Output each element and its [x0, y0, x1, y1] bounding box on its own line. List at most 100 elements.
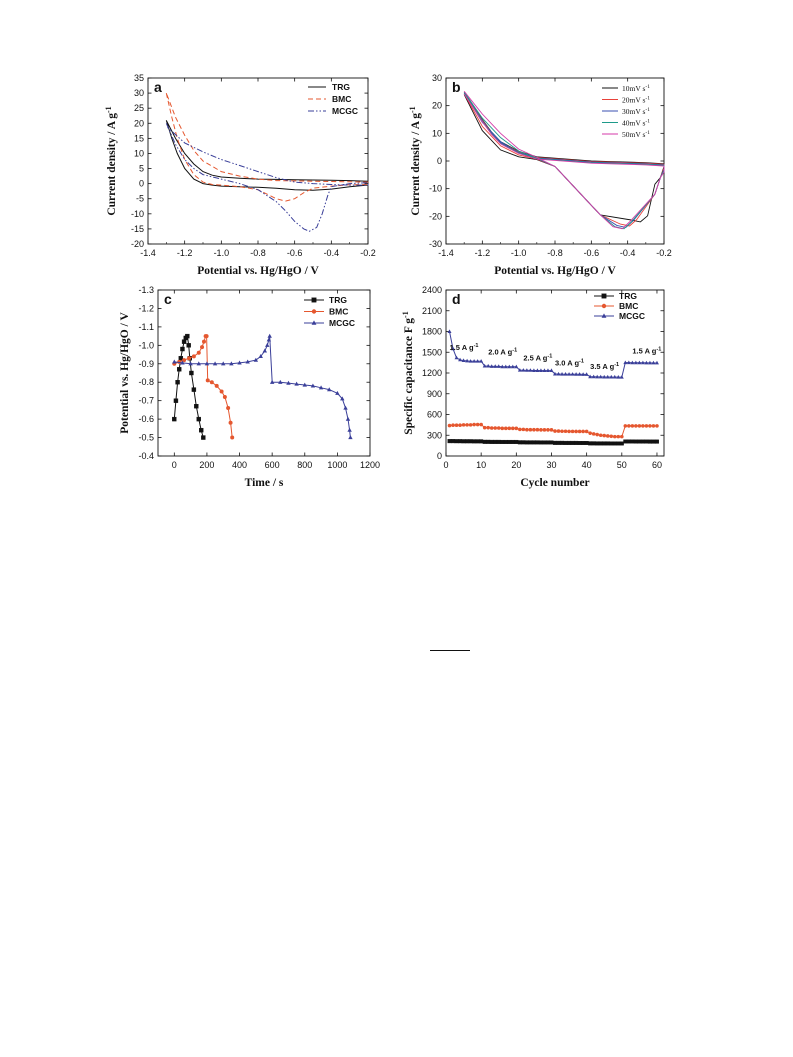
data-point-mcgc — [545, 368, 550, 373]
y-tick-label: -0.6 — [138, 414, 154, 424]
data-point-bmc — [447, 423, 452, 428]
data-point-mcgc — [451, 346, 456, 351]
data-point-trg — [173, 398, 179, 403]
rate-annotation: 1.5 A g-1 — [632, 347, 661, 356]
data-point-trg — [493, 439, 498, 444]
data-point-trg — [524, 440, 529, 445]
data-point-bmc — [602, 433, 607, 438]
x-tick-label: -0.4 — [324, 248, 340, 258]
data-point-trg — [175, 380, 180, 385]
data-point-bmc — [644, 424, 649, 428]
data-point-trg — [176, 367, 182, 372]
rate-annotation: 3.0 A g-1 — [555, 358, 584, 367]
y-tick-label: -0.5 — [138, 433, 154, 443]
x-tick-label: 400 — [232, 460, 247, 470]
data-point-trg — [560, 440, 565, 445]
x-tick-label: 20 — [511, 460, 521, 470]
data-point-bmc — [532, 427, 536, 432]
legend-entry-trg: TRG — [332, 82, 350, 92]
data-point-trg — [458, 439, 463, 444]
y-tick-label: -5 — [136, 194, 144, 204]
data-point-bmc — [598, 433, 603, 438]
data-point-bmc — [201, 339, 206, 344]
data-point-trg — [598, 441, 603, 446]
data-point-bmc — [627, 424, 631, 428]
data-point-bmc — [641, 424, 645, 428]
data-point-trg — [181, 339, 187, 344]
data-point-trg — [574, 440, 579, 445]
data-point-mcgc — [343, 405, 348, 410]
data-point-mcgc — [500, 364, 505, 369]
x-tick-label: -0.8 — [250, 248, 266, 258]
data-point-trg — [630, 439, 635, 444]
data-point-trg — [514, 439, 519, 444]
data-point-mcgc — [538, 368, 543, 373]
data-point-bmc — [588, 431, 592, 435]
data-point-mcgc — [591, 374, 596, 379]
y-axis-label: Current density / A g-1 — [104, 106, 119, 215]
x-tick-label: -1.2 — [177, 248, 193, 258]
series-line-50mv — [463, 91, 665, 230]
data-point-bmc — [228, 420, 233, 425]
data-point-mcgc — [612, 374, 617, 379]
data-point-mcgc — [269, 379, 275, 384]
data-point-trg — [581, 440, 586, 445]
series-line-bmc — [174, 335, 233, 438]
data-point-mcgc — [302, 382, 307, 387]
x-tick-label: -0.8 — [547, 248, 563, 258]
data-point-trg — [633, 439, 638, 444]
data-point-trg — [545, 440, 550, 445]
data-point-trg — [468, 439, 473, 444]
data-point-trg — [595, 441, 600, 446]
data-point-trg — [591, 441, 596, 446]
data-point-mcgc — [553, 371, 557, 376]
data-point-bmc — [542, 428, 547, 432]
data-point-mcgc — [245, 359, 250, 364]
data-point-bmc — [219, 389, 224, 394]
y-tick-label: -20 — [131, 239, 144, 249]
data-point-mcgc — [447, 329, 452, 333]
series-line-mcgc — [449, 331, 657, 378]
data-point-trg — [567, 440, 572, 445]
data-point-bmc — [230, 435, 235, 440]
y-tick-label: 20 — [134, 118, 144, 128]
y-tick-label: 5 — [139, 164, 144, 174]
y-tick-label: -1.1 — [138, 322, 154, 332]
legend-marker — [311, 320, 317, 325]
data-point-bmc — [209, 380, 214, 385]
data-point-bmc — [591, 432, 596, 436]
data-point-trg — [185, 333, 190, 339]
data-point-mcgc — [577, 372, 582, 376]
data-point-trg — [447, 439, 452, 444]
y-tick-label: -20 — [429, 211, 442, 221]
data-point-mcgc — [542, 368, 547, 373]
legend-entry-bmc: BMC — [329, 307, 348, 317]
data-point-mcgc — [454, 355, 459, 360]
data-point-trg — [517, 440, 522, 445]
x-axis-label: Cycle number — [520, 477, 589, 489]
panel-b-label: b — [452, 79, 461, 95]
data-point-mcgc — [616, 374, 621, 379]
y-tick-label: 1500 — [422, 347, 442, 357]
x-tick-label: 1200 — [360, 460, 380, 470]
y-tick-label: 35 — [134, 73, 144, 83]
y-tick-label: -0.4 — [138, 451, 154, 461]
data-point-trg — [496, 439, 501, 444]
data-point-mcgc — [570, 372, 575, 376]
data-point-bmc — [605, 434, 610, 438]
y-tick-label: 10 — [134, 148, 144, 158]
y-axis-label: Specific capacitance F g-1 — [401, 311, 416, 434]
data-point-trg — [584, 440, 589, 445]
data-point-mcgc — [521, 368, 526, 372]
y-tick-label: 1800 — [422, 327, 442, 337]
rate-annotation: 2.0 A g-1 — [488, 347, 517, 356]
y-tick-label: 0 — [139, 179, 144, 189]
data-point-bmc — [655, 424, 659, 428]
x-tick-label: 600 — [265, 460, 280, 470]
data-point-bmc — [451, 423, 455, 428]
panel-a-legend: TRG BMC MCGC — [308, 82, 358, 116]
data-point-bmc — [595, 432, 599, 437]
data-point-trg — [178, 356, 184, 361]
x-tick-label: 10 — [476, 460, 486, 470]
